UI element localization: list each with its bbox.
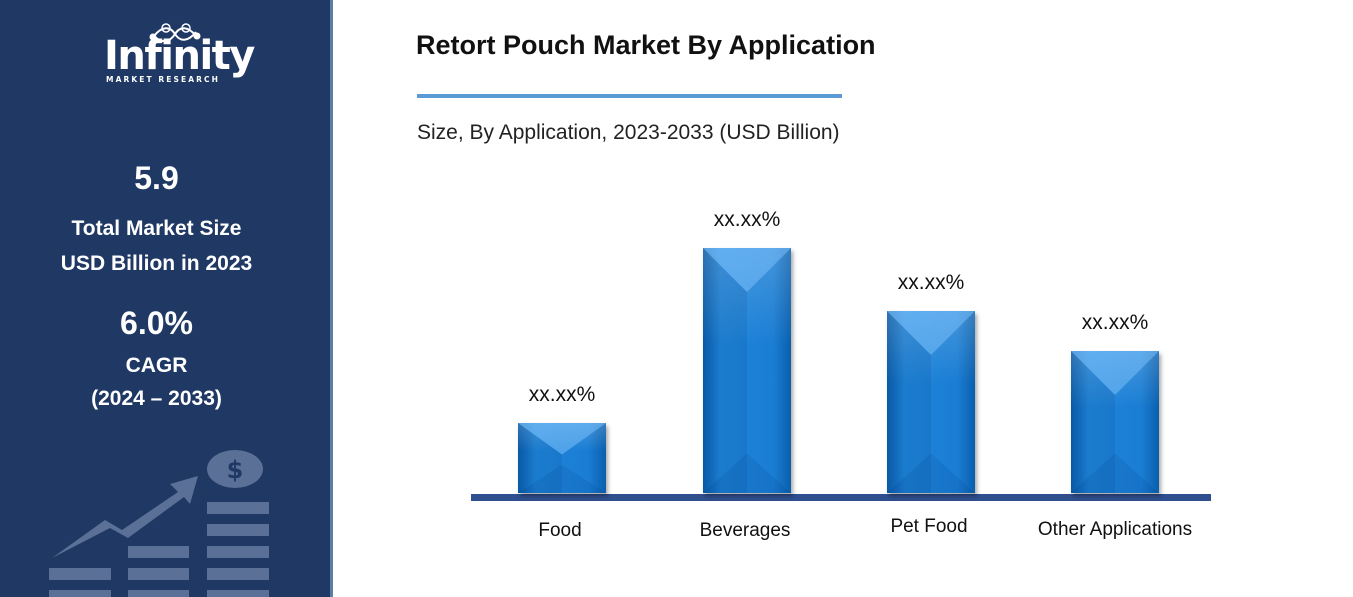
market-size-label: Total Market Size (71, 217, 242, 240)
category-label: Other Applications (1037, 519, 1193, 540)
brand-tagline: MARKET RESEARCH (106, 75, 220, 84)
svg-text:$: $ (227, 456, 244, 484)
dollar-coin-icon (207, 450, 263, 488)
title-divider (417, 94, 842, 98)
bar-bevel (887, 311, 975, 493)
growth-chart-decoration-icon: $ (49, 450, 269, 597)
infinity-people-icon (149, 23, 201, 42)
data-label: xx.xx% (528, 383, 596, 406)
cagr-label: CAGR (125, 354, 188, 377)
bar-pet-food[interactable] (887, 311, 975, 493)
category-label: Pet Food (890, 516, 968, 537)
bar-other-applications[interactable] (1071, 351, 1159, 493)
brand-logo: Infinity MARKET RESEARCH (100, 22, 255, 88)
category-label: Food (538, 520, 582, 541)
bar-beverages[interactable] (703, 248, 791, 493)
cagr-value: 6.0% (120, 305, 193, 341)
brand-name: Infinity (104, 33, 255, 79)
bar-bevel (518, 423, 606, 493)
data-label: xx.xx% (713, 208, 781, 231)
bar-food[interactable] (518, 423, 606, 493)
chart-subtitle: Size, By Application, 2023-2033 (USD Bil… (417, 121, 840, 144)
cagr-period: (2024 – 2033) (91, 387, 222, 410)
data-label: xx.xx% (897, 271, 965, 294)
growth-arrow-icon (52, 476, 198, 558)
chart-title: Retort Pouch Market By Application (416, 30, 876, 60)
market-size-value: 5.9 (134, 160, 179, 196)
market-size-unit: USD Billion in 2023 (60, 252, 253, 275)
bar-bevel (703, 248, 791, 493)
data-label: xx.xx% (1081, 311, 1149, 334)
x-axis-line (471, 494, 1211, 501)
sidebar-panel: Infinity MARKET RESEARCH 5.9 Total Marke… (0, 0, 333, 597)
category-label: Beverages (699, 520, 791, 541)
bar-bevel (1071, 351, 1159, 493)
